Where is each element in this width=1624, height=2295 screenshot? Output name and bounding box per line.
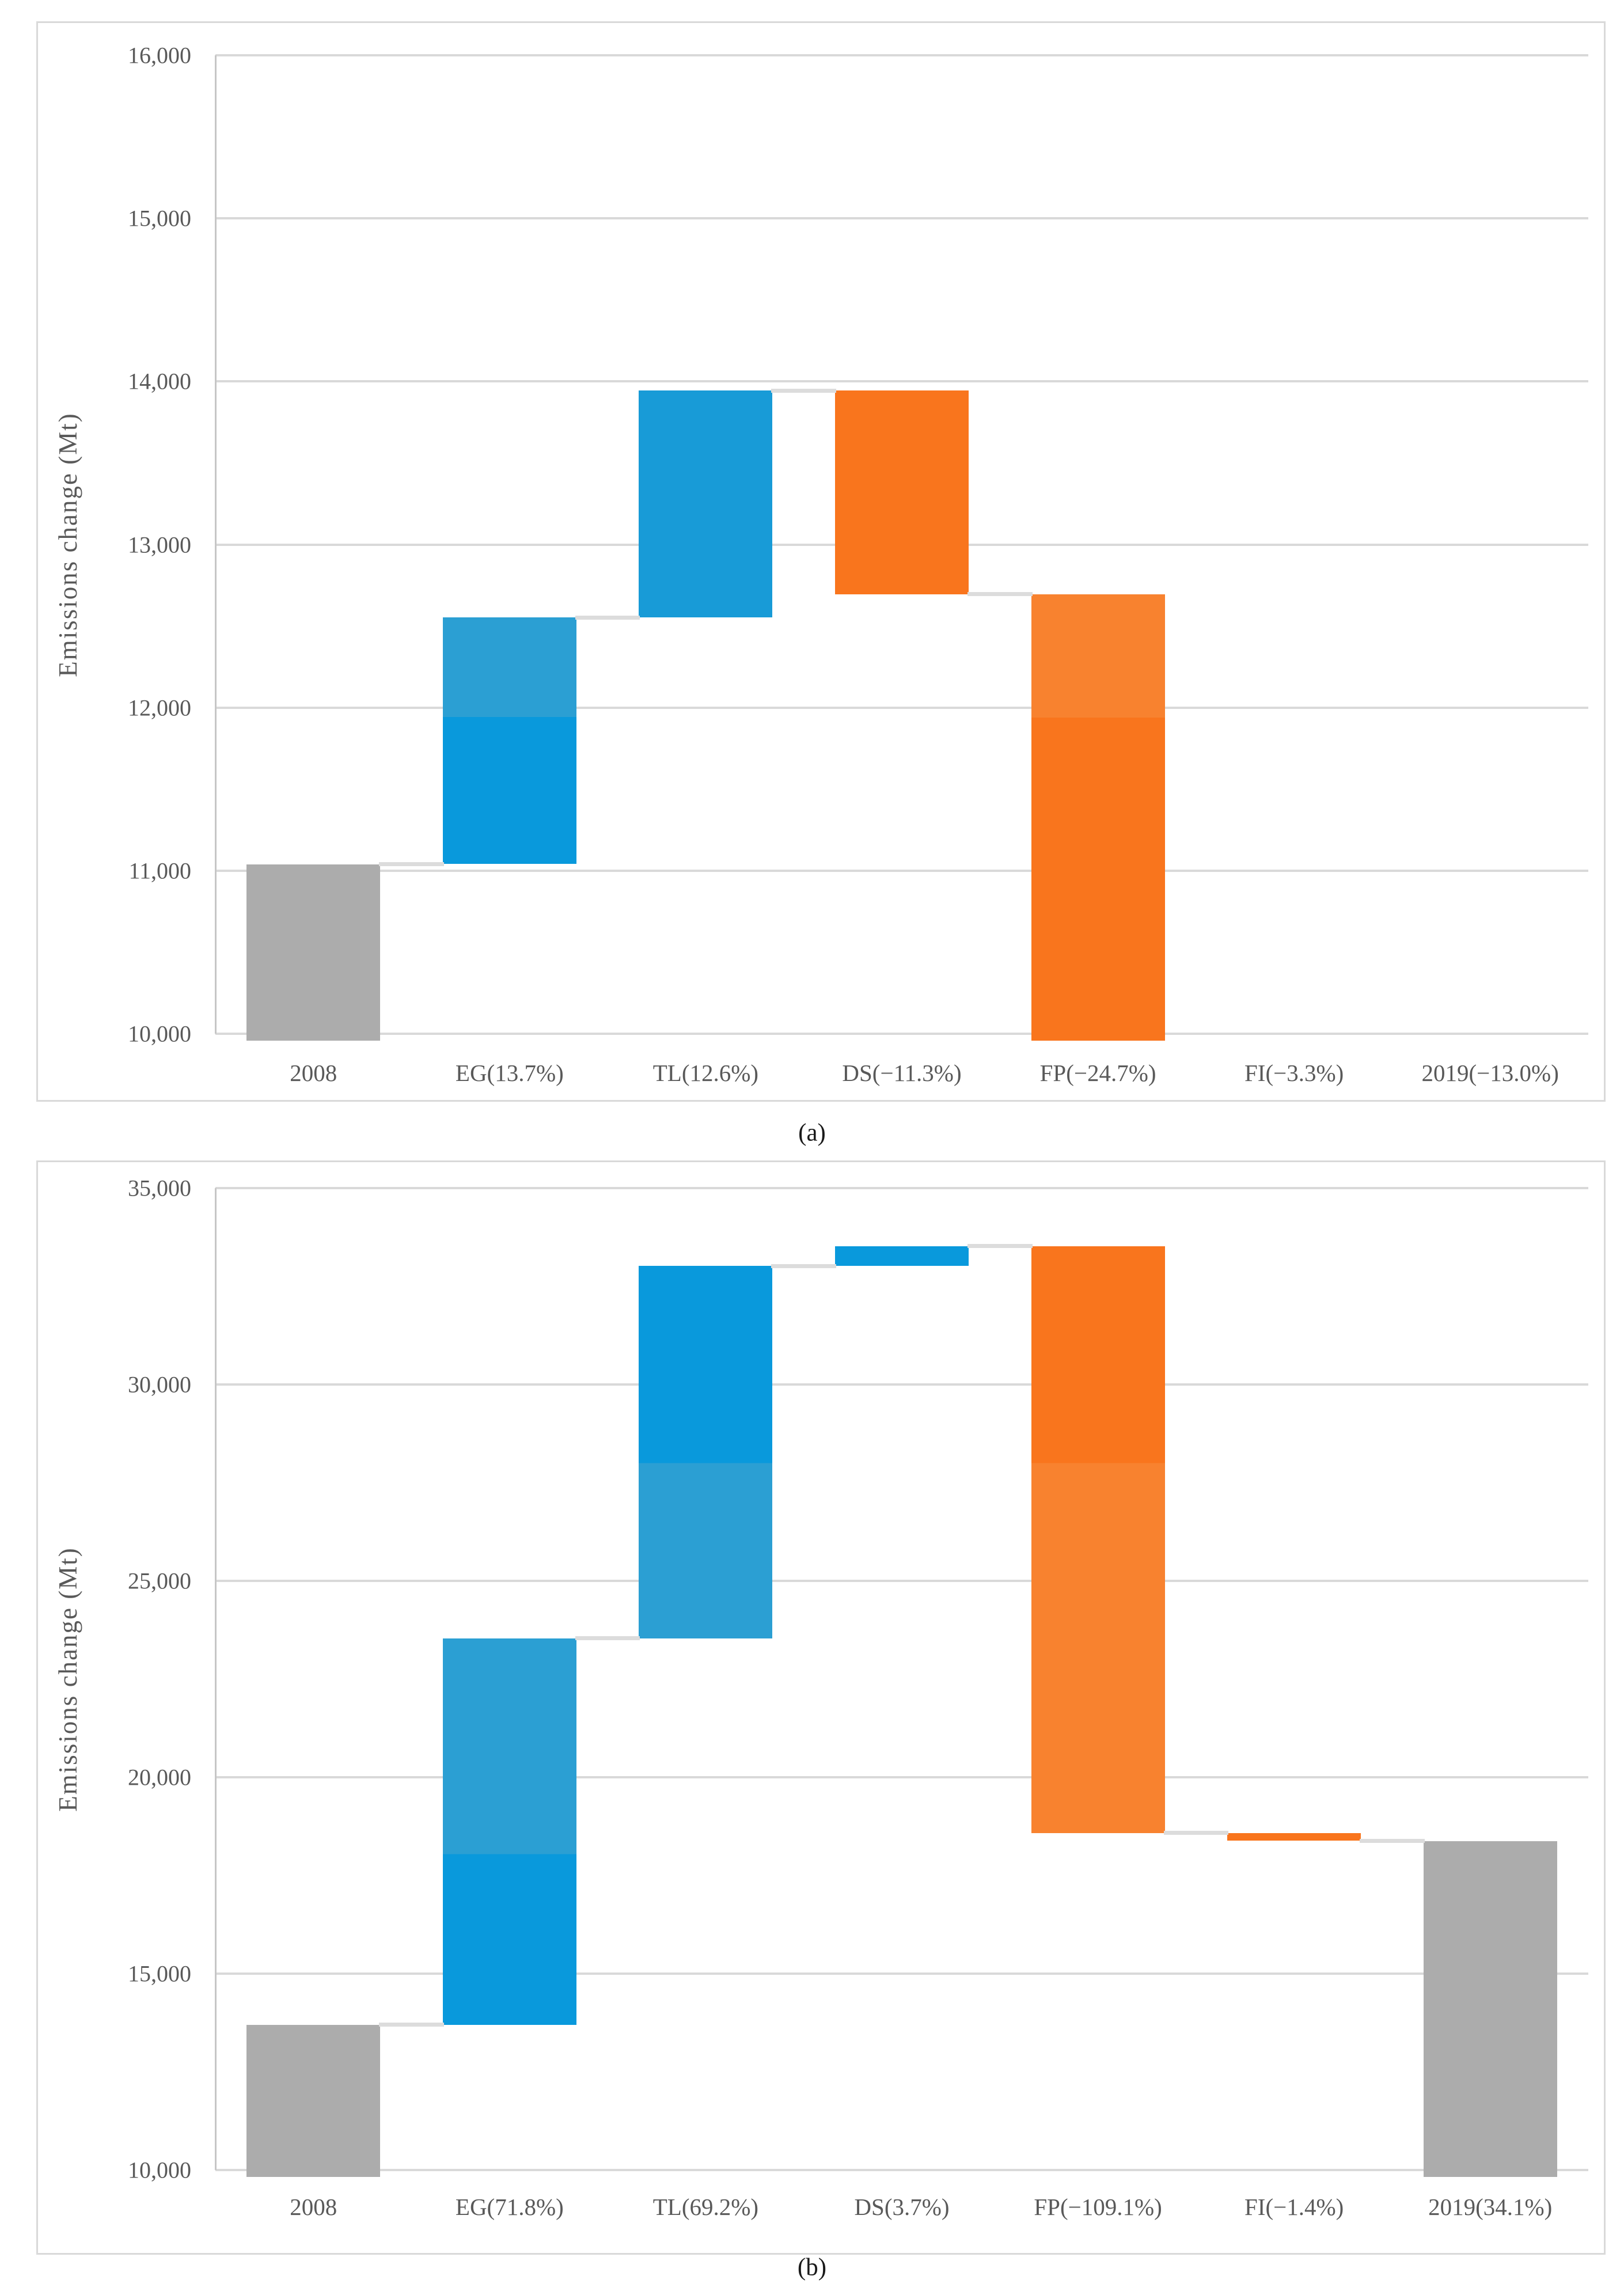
y-tick-label-a-12000: 12,000 bbox=[128, 695, 191, 721]
x-label-a-TL-12-6-: TL(12.6%) bbox=[652, 1060, 759, 1086]
y-tick-label-b-25000: 25,000 bbox=[128, 1568, 191, 1594]
bar-b-FP-109-1- bbox=[1031, 1246, 1165, 1833]
bar-b-EG-71-8- bbox=[442, 1638, 576, 2025]
panel-a-caption: (a) bbox=[798, 1119, 826, 1147]
gridline-b-35000 bbox=[215, 1187, 1588, 1189]
bar-a-DS-11-3- bbox=[835, 390, 969, 594]
bar-a-TL-12-6- bbox=[639, 390, 773, 618]
gridline-a-10000 bbox=[215, 1033, 1588, 1035]
x-label-a-2008: 2008 bbox=[290, 1060, 337, 1086]
gridline-b-25000 bbox=[215, 1580, 1588, 1582]
gridline-a-15000 bbox=[215, 217, 1588, 220]
x-label-b-FI-1-4-: FI(−1.4%) bbox=[1244, 2194, 1344, 2220]
x-label-b-DS-3-7-: DS(3.7%) bbox=[854, 2194, 950, 2220]
y-tick-label-b-15000: 15,000 bbox=[128, 1960, 191, 1987]
y-tick-label-a-10000: 10,000 bbox=[128, 1021, 191, 1047]
gridline-b-30000 bbox=[215, 1383, 1588, 1386]
gridline-a-11000 bbox=[215, 869, 1588, 872]
bar-b-2008 bbox=[246, 2024, 381, 2177]
x-label-a-DS-11-3-: DS(−11.3%) bbox=[842, 1060, 962, 1086]
connector-a-1 bbox=[575, 615, 640, 620]
gridline-a-12000 bbox=[215, 706, 1588, 709]
x-label-b-EG-71-8-: EG(71.8%) bbox=[455, 2194, 564, 2220]
y-axis-line-a bbox=[215, 55, 217, 1034]
connector-a-3 bbox=[967, 592, 1033, 597]
x-label-b-FP-109-1-: FP(−109.1%) bbox=[1034, 2194, 1162, 2220]
y-tick-label-b-35000: 35,000 bbox=[128, 1175, 191, 1201]
y-tick-label-a-11000: 11,000 bbox=[128, 858, 191, 884]
bar-a-EG-13-7- bbox=[442, 617, 576, 864]
connector-b-0 bbox=[379, 2023, 444, 2027]
connector-a-0 bbox=[379, 862, 444, 866]
y-tick-label-a-16000: 16,000 bbox=[128, 42, 191, 69]
x-label-a-2019-13-0-: 2019(−13.0%) bbox=[1421, 1060, 1559, 1086]
bar-b-DS-3-7- bbox=[835, 1246, 969, 1266]
y-tick-label-b-30000: 30,000 bbox=[128, 1371, 191, 1398]
panel-b-caption: (b) bbox=[797, 2254, 827, 2281]
y-tick-label-a-15000: 15,000 bbox=[128, 205, 191, 232]
connector-b-4 bbox=[1163, 1831, 1229, 1835]
y-tick-label-a-14000: 14,000 bbox=[128, 368, 191, 394]
x-label-a-FP-24-7-: FP(−24.7%) bbox=[1039, 1060, 1156, 1086]
x-label-a-FI-3-3-: FI(−3.3%) bbox=[1244, 1060, 1344, 1086]
connector-b-5 bbox=[1360, 1838, 1425, 1843]
x-label-a-EG-13-7-: EG(13.7%) bbox=[455, 1060, 564, 1086]
x-label-b-2019-34-1-: 2019(34.1%) bbox=[1428, 2194, 1553, 2220]
bar-b-FI-1-4- bbox=[1227, 1833, 1361, 1841]
connector-b-1 bbox=[575, 1636, 640, 1641]
gridline-a-16000 bbox=[215, 54, 1588, 56]
gridline-b-10000 bbox=[215, 2169, 1588, 2171]
gridline-a-14000 bbox=[215, 380, 1588, 383]
panel-b-border bbox=[36, 1160, 1606, 2255]
y-tick-label-b-20000: 20,000 bbox=[128, 1764, 191, 1791]
bar-b-2019-34-1- bbox=[1423, 1841, 1557, 2177]
panel-a-border bbox=[36, 21, 1606, 1102]
connector-b-3 bbox=[967, 1244, 1033, 1249]
bar-a-FP-24-7- bbox=[1031, 594, 1165, 1041]
bar-b-TL-69-2- bbox=[639, 1266, 773, 1638]
x-label-b-TL-69-2-: TL(69.2%) bbox=[652, 2194, 759, 2220]
y-axis-line-b bbox=[215, 1188, 217, 2170]
gridline-b-20000 bbox=[215, 1776, 1588, 1778]
connector-a-2 bbox=[771, 388, 836, 393]
x-label-b-2008: 2008 bbox=[290, 2194, 337, 2220]
y-tick-label-a-13000: 13,000 bbox=[128, 532, 191, 557]
y-tick-label-b-10000: 10,000 bbox=[128, 2157, 191, 2183]
connector-b-2 bbox=[771, 1264, 836, 1268]
bar-a-2008 bbox=[246, 864, 381, 1041]
gridline-b-15000 bbox=[215, 1972, 1588, 1975]
